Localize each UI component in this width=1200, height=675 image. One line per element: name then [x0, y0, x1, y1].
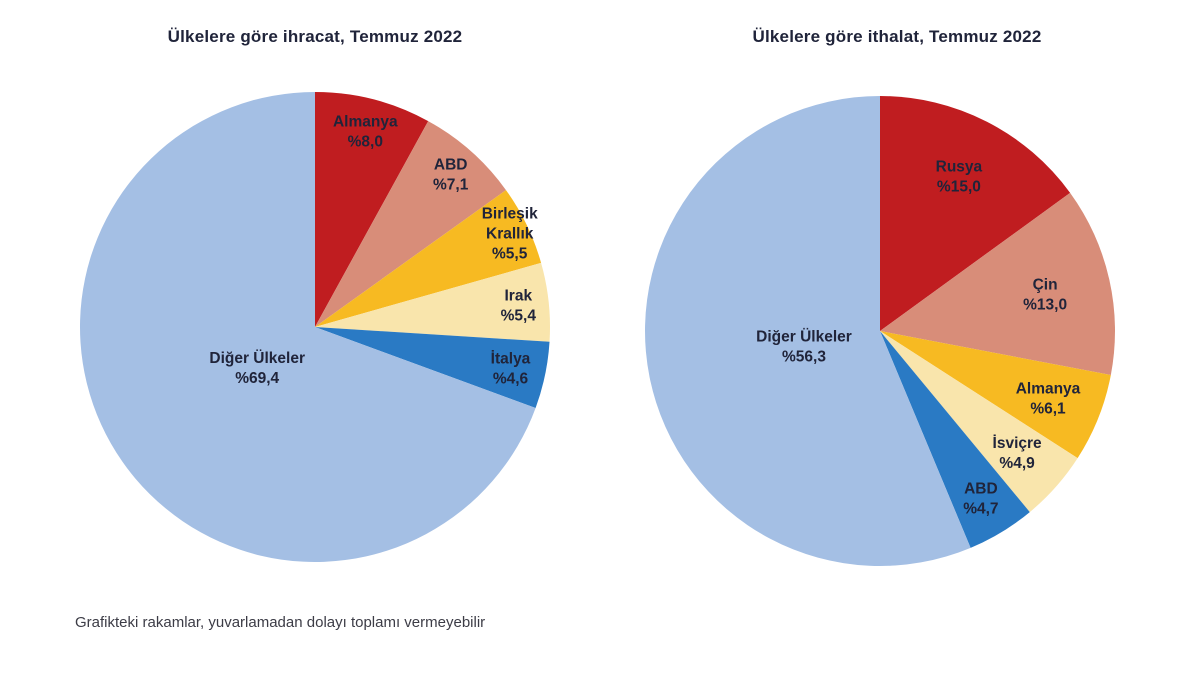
pie-slice-label-diger-ulkeler: Diğer Ülkeler %56,3 [756, 329, 852, 366]
chart-title-ithalat: Ülkelere göre ithalat, Temmuz 2022 [752, 27, 1042, 46]
pie-slice-almanya [880, 331, 1111, 459]
pie-slice-abd [315, 121, 506, 327]
pie-chart-ihracat: Almanya %8,0 ABD %7,1 Birleşik Krallık %5,5 Ira… [79, 92, 551, 562]
pie-slice-label-cin: Çin %13,0 [1023, 277, 1067, 314]
rounding-note: Grafikteki rakamlar, yuvarlamadan dolayı… [75, 614, 486, 631]
pie-slice-label-irak: Irak %5,4 [501, 288, 537, 325]
chart-title-ihracat: Ülkelere göre ihracat, Temmuz 2022 [167, 27, 463, 46]
pie-slice-label-abd: ABD %7,1 [433, 157, 469, 194]
pie-slice-abd [880, 331, 1030, 548]
pie-slice-label-almanya: Almanya %8,0 [333, 114, 398, 151]
pie-slice-label-abd: ABD %4,7 [963, 480, 998, 517]
pie-slice-label-i-svicre: İsviçre %4,9 [993, 435, 1043, 472]
pie-slice-label-birlesik-krallik: Birleşik Krallık %5,5 [482, 206, 538, 263]
pie-slice-diger-ulkeler [79, 92, 536, 562]
pie-slice-i-talya [315, 327, 550, 408]
pie-slice-rusya [880, 96, 1071, 331]
pie-slice-diger-ulkeler [645, 96, 971, 566]
pie-slice-label-rusya: Rusya %15,0 [936, 159, 983, 196]
pie-slice-cin [880, 192, 1116, 376]
pie-slice-label-diger-ulkeler: Diğer Ülkeler %69,4 [209, 350, 305, 387]
pie-slice-label-i-talya: İtalya %4,6 [491, 351, 531, 388]
pie-slice-label-almanya: Almanya %6,1 [1016, 381, 1081, 418]
pie-slice-birlesik-krallik [315, 190, 542, 327]
pie-slice-i-svicre [880, 331, 1078, 513]
pie-chart-ithalat: Rusya %15,0 Çin %13,0 Almanya %6,1 İsviçre %4,9… [645, 96, 1116, 566]
pie-slice-almanya [315, 92, 429, 327]
pie-slice-irak [315, 262, 551, 342]
